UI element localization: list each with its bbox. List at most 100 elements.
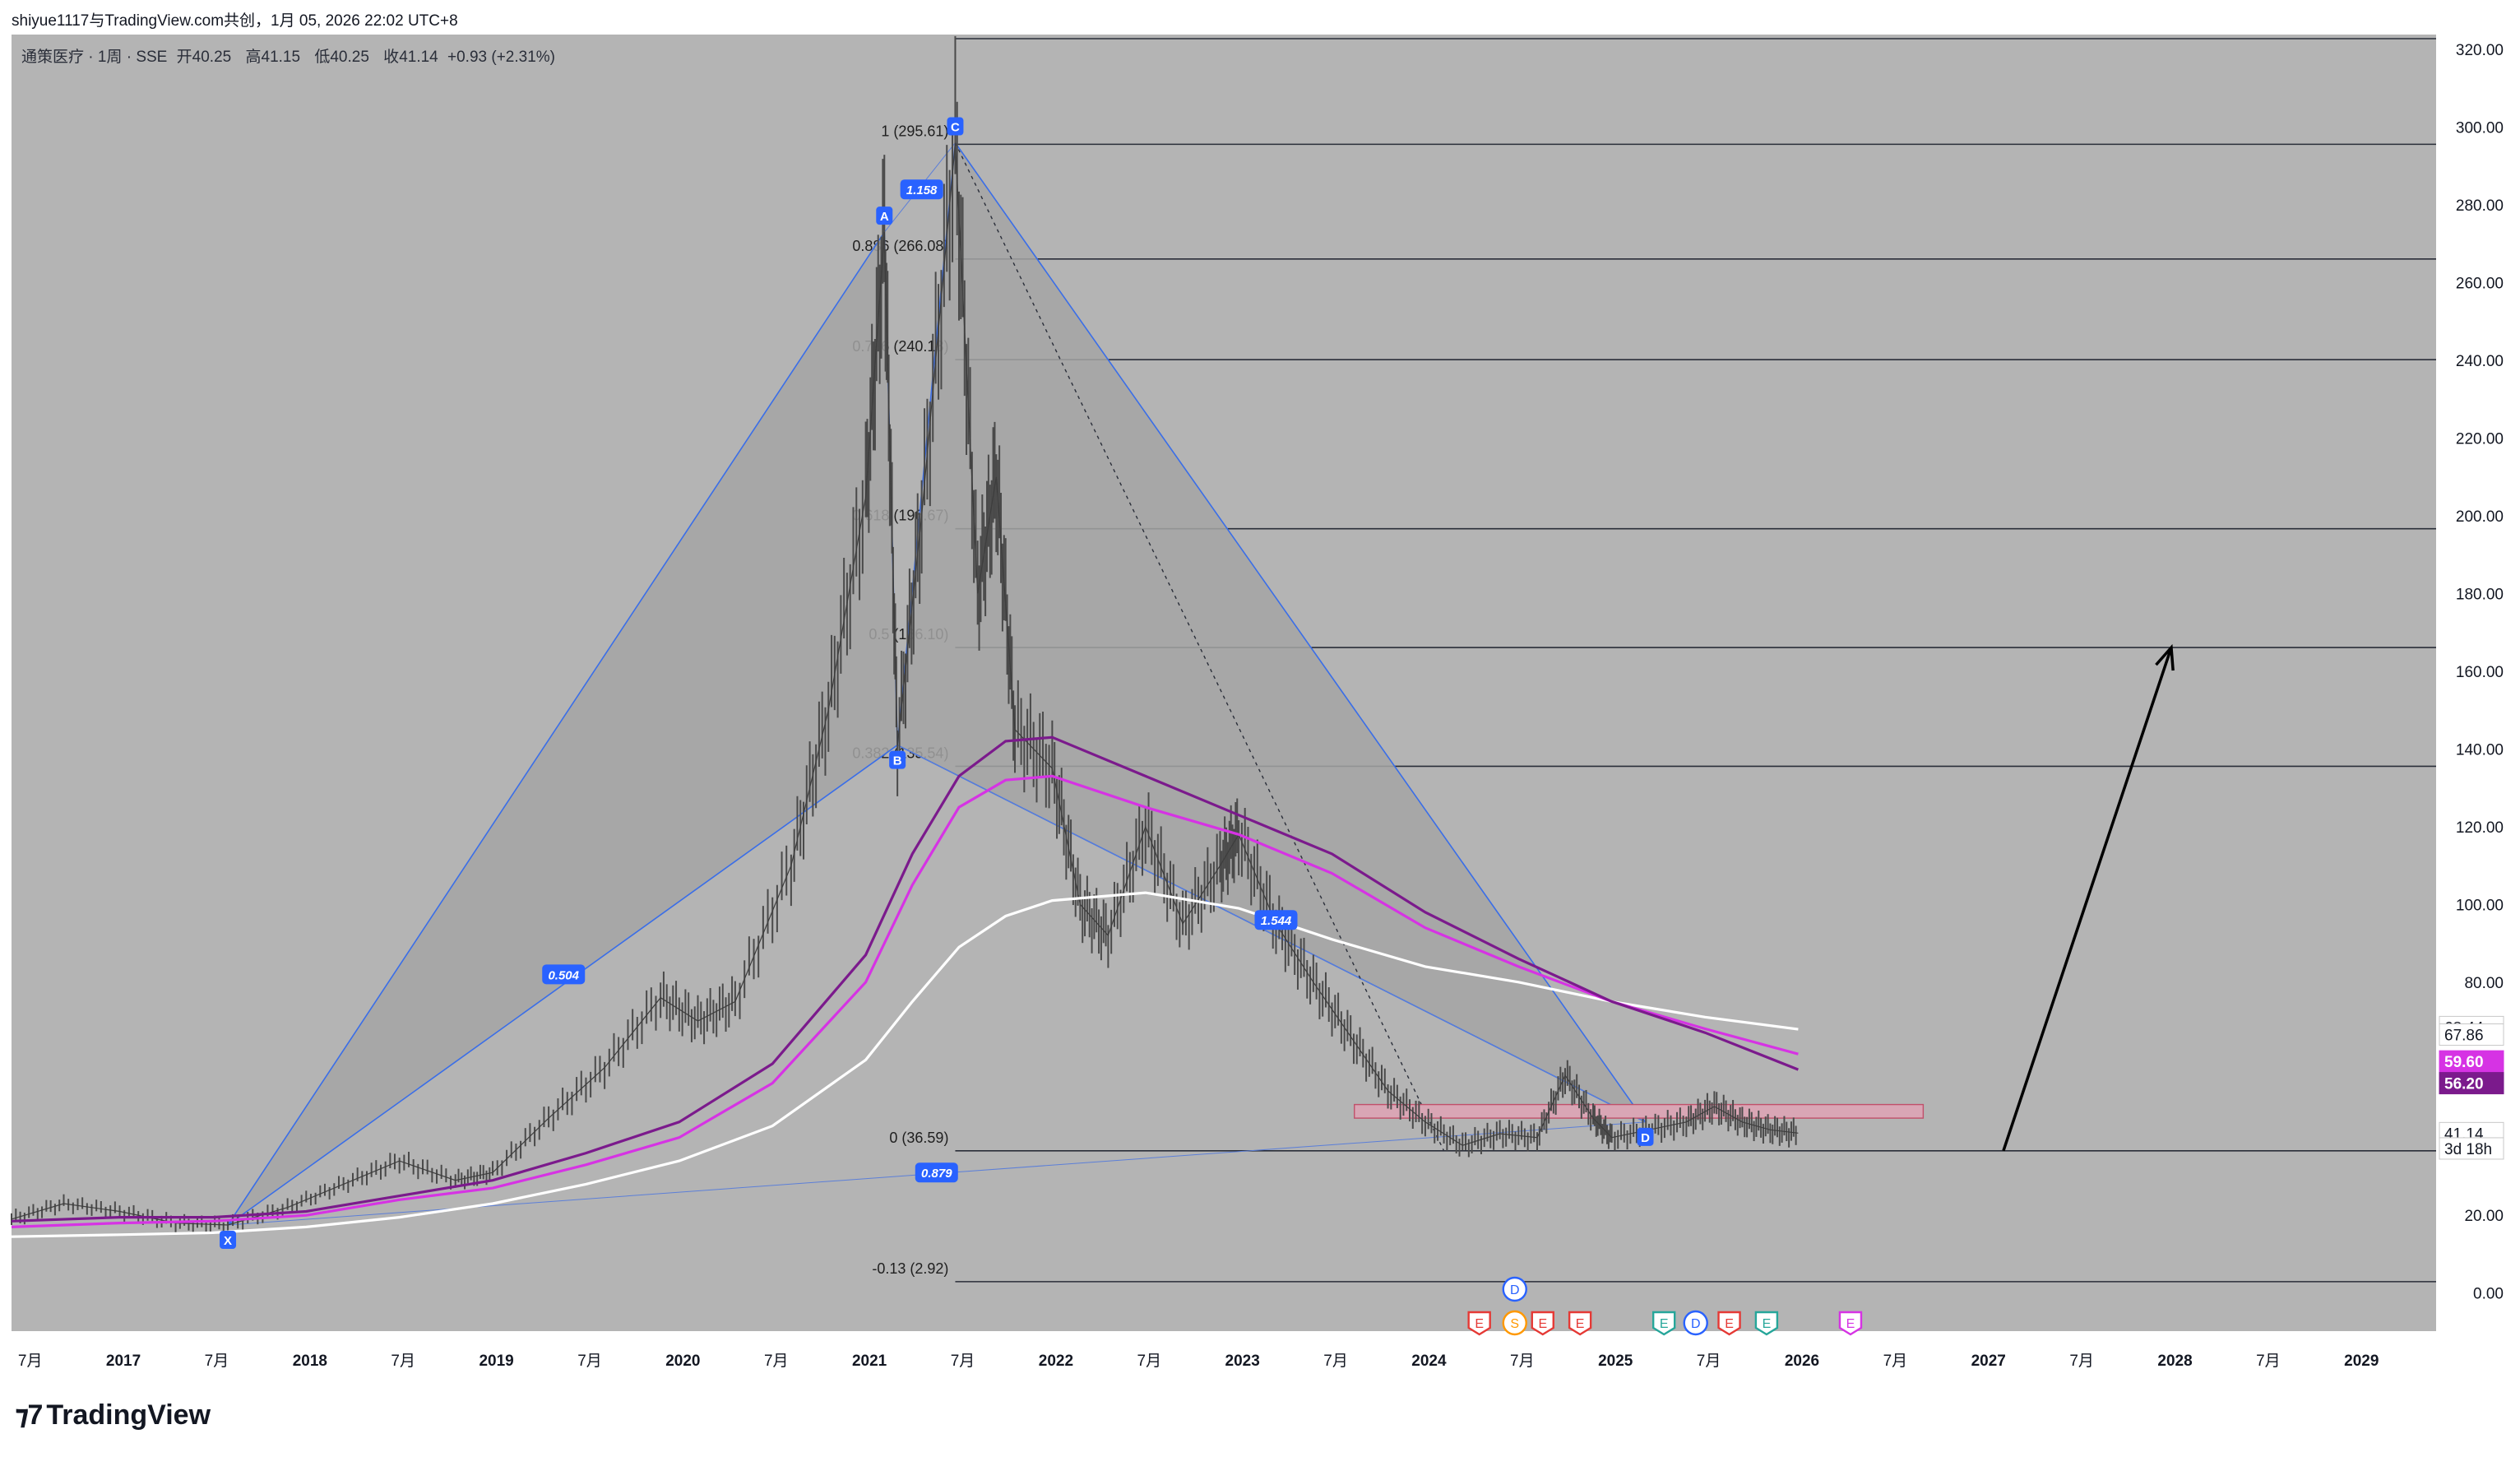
event-marker-earnings-icon — [1568, 1311, 1592, 1336]
moving-average-3 — [11, 735, 1799, 1223]
time-axis-tick: 7月 — [205, 1353, 229, 1370]
high-value: 41.15 — [261, 49, 301, 66]
pattern-point-b: B — [893, 754, 902, 768]
pattern-point-c-badge — [947, 117, 964, 136]
pattern-ratio-label: 1.544 — [1261, 914, 1292, 928]
time-axis-tick: 7月 — [1323, 1353, 1348, 1370]
event-marker-label: E — [1725, 1317, 1734, 1331]
fib-level-label: 1 (295.61) — [881, 123, 948, 139]
event-marker-dividend-icon — [1683, 1310, 1708, 1336]
pattern-point-d-badge — [1637, 1127, 1654, 1146]
time-axis-tick: 2024 — [1411, 1353, 1447, 1370]
pattern-triangle-xab — [227, 230, 898, 1226]
event-marker-earnings-green-icon — [1651, 1311, 1676, 1336]
close-value: 41.14 — [399, 49, 438, 66]
event-marker-label: E — [1576, 1317, 1585, 1331]
fib-level-label: -0.13 (2.92) — [872, 1260, 948, 1277]
pattern-point-c: C — [951, 121, 960, 135]
price-axis-tick: 280.00 — [2456, 197, 2504, 215]
event-marker-label: E — [1475, 1317, 1484, 1331]
price-axis-tick: 260.00 — [2456, 276, 2504, 293]
time-axis-tick: 2027 — [1971, 1353, 2006, 1370]
time-axis-tick: 2029 — [2344, 1353, 2379, 1370]
pattern-point-a: A — [880, 210, 889, 224]
price-axis-label-badge — [2439, 1072, 2504, 1095]
price-axis-label: 59.60 — [2444, 1054, 2484, 1071]
pattern-ratio-badge — [1254, 910, 1298, 930]
event-marker-earnings-icon — [1531, 1311, 1554, 1336]
price-axis-tick: 200.00 — [2456, 508, 2504, 526]
event-marker-earnings-icon — [1717, 1311, 1741, 1336]
price-axis-background — [2436, 35, 2520, 1377]
pattern-ratio-badge — [542, 964, 586, 985]
high-label: 高 — [245, 49, 262, 66]
price-axis-tick: 120.00 — [2456, 819, 2504, 837]
price-axis-tick: 140.00 — [2456, 741, 2504, 759]
time-axis-tick: 2022 — [1039, 1353, 1073, 1370]
pattern-bd-line — [896, 745, 1646, 1123]
pattern-point-d: D — [1641, 1131, 1650, 1145]
event-marker-label: E — [1660, 1317, 1669, 1331]
time-axis-tick: 2017 — [106, 1353, 141, 1370]
time-axis-background — [12, 1331, 2520, 1377]
pattern-point-x: X — [224, 1234, 232, 1248]
price-axis-label: 67.86 — [2444, 1028, 2484, 1045]
time-axis-tick: 7月 — [1697, 1353, 1721, 1370]
resistance-zone — [1354, 1103, 1925, 1119]
event-marker-label: D — [1510, 1283, 1520, 1297]
tradingview-logo[interactable]: ⁊7 TradingView — [15, 1399, 211, 1431]
open-label: 开 — [176, 49, 192, 66]
time-axis-tick: 2020 — [665, 1353, 700, 1370]
time-axis-tick: 2026 — [1785, 1353, 1819, 1370]
symbol-title[interactable]: 通策医疗 · 1周 · SSE — [21, 49, 168, 66]
symbol-legend: 通策医疗 · 1周 · SSE 开40.25 高41.15 低40.25 收41… — [21, 44, 560, 67]
time-axis-tick: 2023 — [1225, 1353, 1260, 1370]
chart-attribution: shiyue1117与TradingView.com共创，1月 05, 2026… — [12, 12, 458, 30]
price-axis-label-badge — [2439, 1137, 2504, 1160]
event-marker-label: S — [1510, 1317, 1519, 1331]
moving-average-2 — [11, 774, 1799, 1228]
open-value: 40.25 — [192, 49, 232, 66]
fib-level-label: 0 (36.59) — [889, 1130, 948, 1146]
event-marker-dividend-icon — [1502, 1276, 1527, 1302]
price-axis-label-badge — [2439, 1050, 2504, 1073]
price-axis-tick: 300.00 — [2456, 120, 2504, 137]
event-marker-label: E — [1538, 1317, 1547, 1331]
time-axis-tick: 2021 — [852, 1353, 887, 1370]
fib-level-label: 0.886 (266.08) — [852, 238, 948, 254]
pattern-ratio-label: 1.158 — [906, 183, 938, 197]
event-marker-earnings-green-icon — [1754, 1311, 1779, 1336]
time-axis-tick: 7月 — [1137, 1353, 1162, 1370]
pattern-ratio-badge — [915, 1162, 958, 1183]
time-axis-tick: 7月 — [2256, 1353, 2281, 1370]
price-axis-label: 3d 18h — [2444, 1141, 2492, 1158]
time-axis-tick: 7月 — [2069, 1353, 2094, 1370]
time-axis-tick: 7月 — [1510, 1353, 1535, 1370]
projection-arrow-head — [2155, 643, 2175, 671]
close-label: 收 — [383, 49, 400, 66]
tradingview-brand: TradingView — [46, 1399, 211, 1431]
time-axis-tick: 7月 — [764, 1353, 789, 1370]
price-axis-tick: 240.00 — [2456, 353, 2504, 370]
low-label: 低 — [314, 49, 331, 66]
price-axis-label-badge — [2439, 1023, 2504, 1046]
event-marker-split-icon — [1502, 1310, 1527, 1336]
event-marker-label: E — [1763, 1317, 1772, 1331]
price-axis-tick: 220.00 — [2456, 431, 2504, 448]
time-axis-tick: 2028 — [2157, 1353, 2192, 1370]
price-line — [11, 142, 1799, 1226]
event-marker-label: E — [1846, 1317, 1855, 1331]
tradingview-logo-icon: ⁊7 — [15, 1399, 43, 1431]
time-axis-tick: 2025 — [1598, 1353, 1633, 1370]
price-axis-tick: 80.00 — [2464, 975, 2504, 992]
time-axis-tick: 7月 — [1883, 1353, 1908, 1370]
price-axis-tick: 180.00 — [2456, 586, 2504, 603]
pattern-point-a-badge — [876, 206, 893, 225]
price-axis-label: 56.20 — [2444, 1076, 2484, 1093]
time-axis-tick: 7月 — [577, 1353, 602, 1370]
pattern-point-x-badge — [220, 1231, 237, 1249]
pattern-ratio-badge — [900, 179, 943, 200]
low-value: 40.25 — [330, 49, 369, 66]
projection-arrow-line — [2002, 647, 2173, 1152]
